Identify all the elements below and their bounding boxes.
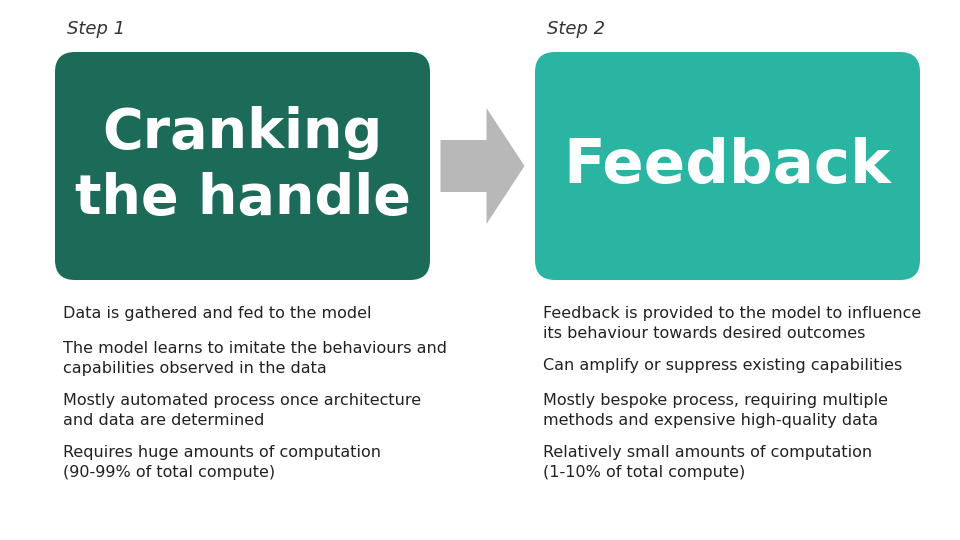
Text: Can amplify or suppress existing capabilities: Can amplify or suppress existing capabil… [543, 358, 902, 373]
FancyBboxPatch shape [535, 52, 920, 280]
Text: Data is gathered and fed to the model: Data is gathered and fed to the model [63, 306, 372, 321]
Text: Relatively small amounts of computation
(1-10% of total compute): Relatively small amounts of computation … [543, 445, 872, 480]
Text: The model learns to imitate the behaviours and
capabilities observed in the data: The model learns to imitate the behaviou… [63, 341, 447, 376]
Text: Feedback is provided to the model to influence
its behaviour towards desired out: Feedback is provided to the model to inf… [543, 306, 922, 341]
Text: Feedback: Feedback [564, 137, 892, 195]
Text: Mostly bespoke process, requiring multiple
methods and expensive high-quality da: Mostly bespoke process, requiring multip… [543, 393, 888, 428]
Text: Step 2: Step 2 [547, 20, 605, 38]
Text: Step 1: Step 1 [67, 20, 125, 38]
Polygon shape [441, 108, 524, 224]
Text: Requires huge amounts of computation
(90-99% of total compute): Requires huge amounts of computation (90… [63, 445, 381, 480]
FancyBboxPatch shape [55, 52, 430, 280]
Text: Cranking
the handle: Cranking the handle [75, 106, 411, 226]
Text: Mostly automated process once architecture
and data are determined: Mostly automated process once architectu… [63, 393, 421, 428]
